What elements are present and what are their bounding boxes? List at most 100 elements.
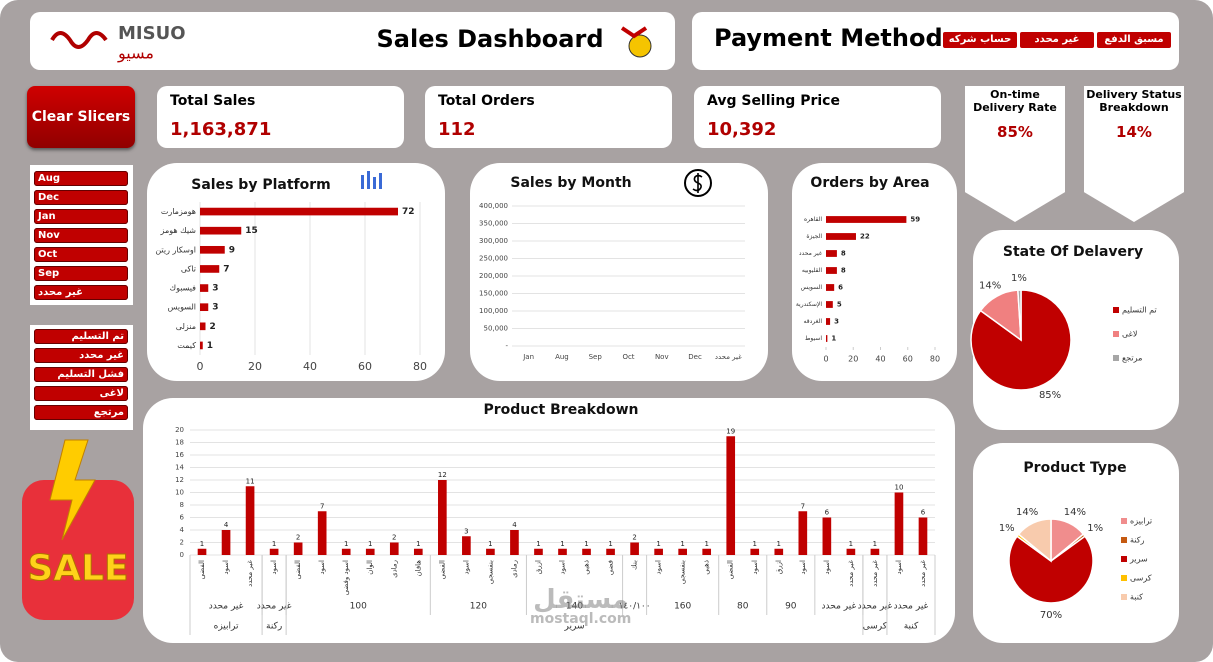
y-tick-label: 14: [175, 464, 184, 472]
slicer-item[interactable]: Nov: [34, 228, 128, 243]
bar-icon: [361, 171, 382, 189]
slice-label: 14%: [1064, 507, 1086, 518]
bar: [826, 335, 828, 342]
value-label: 11: [246, 477, 255, 485]
subgroup-label: 90: [785, 602, 797, 612]
payment-panel: Payment Method حساب شركه غير محدد مسبق الد…: [692, 12, 1179, 70]
slicer-item[interactable]: تم التسليم: [34, 329, 128, 344]
legend-label: كرسى: [1130, 574, 1152, 583]
watermark: مستقل mostaql.com: [530, 585, 631, 627]
kpi-card: Avg Selling Price 10,392: [694, 86, 941, 148]
state-panel: State Of Delavery 85% تم التسليم 14% لاغى 1% م…: [970, 230, 1179, 430]
x-tick-label: Oct: [622, 353, 634, 361]
payment-option[interactable]: غير محدد: [1020, 32, 1094, 48]
clear-slicers-button[interactable]: Clear Slicers: [27, 86, 135, 148]
bar: [918, 517, 928, 555]
slicer-item[interactable]: Aug: [34, 171, 128, 186]
y-tick-label: 2: [180, 539, 184, 547]
slicer-item[interactable]: لاغى: [34, 386, 128, 401]
legend-label: ركنة: [1130, 536, 1145, 545]
category-label: اسود: [318, 560, 326, 575]
subgroup-label: ١٤٠/١٠٠: [619, 602, 651, 612]
category-label: الفضى: [294, 560, 302, 580]
product-chart: Product Breakdown024681012141618201الفضى…: [175, 402, 936, 635]
group-label: ركنة: [266, 622, 282, 632]
payment-option[interactable]: حساب شركه: [943, 32, 1017, 48]
slicer-item[interactable]: مرتجع: [34, 405, 128, 420]
category-label: ازرق: [775, 560, 783, 574]
slicer-item[interactable]: غير محدد: [34, 348, 128, 363]
value-label: 1: [416, 540, 420, 548]
x-tick-label: Dec: [688, 353, 702, 361]
y-tick-label: 100,000: [479, 307, 508, 315]
lightning: [49, 439, 96, 541]
x-tick-label: 0: [823, 355, 828, 364]
bar: [413, 548, 423, 555]
group-label: كرسى: [863, 622, 888, 632]
slice-label: 1%: [1011, 273, 1027, 284]
delivery-kpi: Delivery Status Breakdown 14%: [1084, 86, 1184, 222]
payment-option[interactable]: مسبق الدفع: [1097, 32, 1171, 48]
bar: [200, 341, 203, 350]
y-tick-label: 16: [175, 451, 184, 459]
payment-title: Payment Method: [714, 24, 943, 52]
platform-panel: Sales by Platform 0 20 40 60 80 هومزمارت 72 شيك…: [147, 163, 445, 381]
category-label: القاهره: [804, 216, 822, 223]
category-label: غير محدد: [871, 560, 879, 587]
y-tick-label: 0: [180, 551, 184, 559]
pie-slice: [1017, 289, 1022, 341]
legend-label: تم التسليم: [1122, 306, 1157, 315]
bar: [200, 322, 206, 331]
slicer-item[interactable]: Dec: [34, 190, 128, 205]
bar: [702, 548, 712, 555]
dashboard-title: Sales Dashboard: [377, 25, 604, 53]
subgroup-label: 80: [737, 602, 749, 612]
category-label: غير محدد: [919, 560, 927, 587]
bar: [826, 233, 856, 240]
slicer-item[interactable]: فشل التسليم: [34, 367, 128, 382]
bar: [486, 548, 495, 555]
bar: [534, 548, 543, 555]
subgroup-label: غير محدد: [822, 602, 857, 612]
value-label: 2: [632, 534, 636, 542]
category-label: بنفسجى: [679, 560, 687, 584]
slicer-item[interactable]: Jan: [34, 209, 128, 224]
category-label: الوان: [366, 560, 374, 575]
category-label: اسود: [895, 560, 903, 575]
legend-label: سرير: [1129, 555, 1148, 564]
y-tick-label: 50,000: [484, 325, 509, 333]
bar: [826, 250, 837, 257]
value-label: 1: [536, 540, 540, 548]
category-label: رمادى: [510, 560, 518, 578]
bar: [221, 530, 231, 555]
bar: [826, 216, 907, 223]
legend-swatch: [1113, 355, 1119, 361]
pie-slice: [1017, 518, 1052, 563]
legend-swatch: [1121, 575, 1127, 581]
type-panel: Product Type 14% ترابيزه 1% ركنة 70% سرير 1% كرس…: [973, 443, 1179, 643]
state-chart: State Of Delavery 85% تم التسليم 14% لاغى 1% م…: [970, 244, 1157, 401]
value-label: 1: [344, 540, 348, 548]
delivery-kpi: On-time Delivery Rate 85%: [965, 86, 1065, 222]
bar: [826, 284, 835, 291]
subgroup-label: غير محدد: [209, 602, 244, 612]
category-label: اسود: [462, 560, 470, 575]
y-tick-label: -: [505, 342, 508, 350]
slicer-item[interactable]: Sep: [34, 266, 128, 281]
slicer-item[interactable]: Oct: [34, 247, 128, 262]
legend-swatch: [1113, 331, 1119, 337]
kpi-card: Total Sales 1,163,871: [157, 86, 404, 148]
kpi-value: 10,392: [707, 119, 777, 140]
slicer-item[interactable]: غير محدد: [34, 285, 128, 300]
value-label: 1: [560, 540, 564, 548]
logo-latin: MISUO: [118, 23, 186, 44]
y-tick-label: 150,000: [479, 290, 508, 298]
category-label: شيك هومز: [160, 226, 197, 235]
bar: [293, 542, 303, 555]
bar: [317, 511, 327, 555]
category-label: اسود: [655, 560, 663, 575]
status-slicer: تم التسليم غير محدد فشل التسليم لاغى مرتجع: [30, 325, 133, 430]
category-label: اسود وفضى: [342, 560, 350, 595]
category-label: القليوبيه: [802, 267, 822, 274]
legend-label: كنبة: [1130, 593, 1143, 602]
